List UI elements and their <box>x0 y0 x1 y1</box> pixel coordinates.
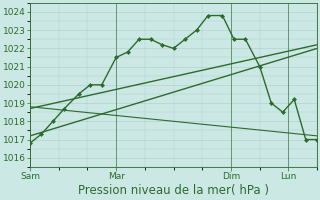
X-axis label: Pression niveau de la mer( hPa ): Pression niveau de la mer( hPa ) <box>78 184 269 197</box>
